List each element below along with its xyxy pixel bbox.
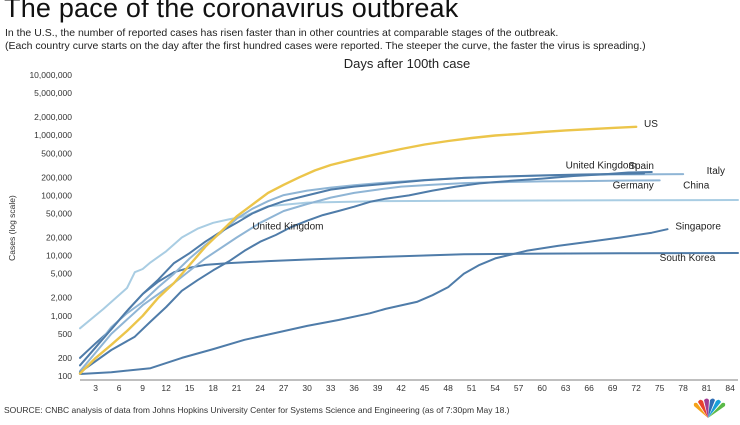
series-label-singapore: Singapore <box>675 222 721 233</box>
series-line-italy <box>79 173 685 367</box>
series-line-china <box>79 199 739 330</box>
series-label-china: China <box>683 181 710 192</box>
y-axis-title: Cases (log scale) <box>7 195 17 261</box>
x-tick-label: 84 <box>725 383 735 393</box>
series-label-italy: Italy <box>707 166 725 177</box>
y-tick-label: 5,000,000 <box>34 88 72 98</box>
x-tick-label: 72 <box>631 383 641 393</box>
y-tick-label: 100,000 <box>41 190 72 200</box>
series-label-germany: Germany <box>613 181 654 192</box>
x-tick-label: 60 <box>537 383 547 393</box>
series-label-us: US <box>644 119 658 130</box>
x-tick-label: 18 <box>208 383 218 393</box>
y-tick-label: 200,000 <box>41 172 72 182</box>
x-tick-label: 9 <box>140 383 145 393</box>
x-tick-label: 78 <box>678 383 688 393</box>
x-tick-label: 42 <box>396 383 406 393</box>
subtitle-line-1: In the U.S., the number of reported case… <box>5 27 559 39</box>
x-tick-label: 12 <box>161 383 171 393</box>
x-tick-label: 39 <box>373 383 383 393</box>
x-tick-label: 69 <box>608 383 618 393</box>
y-tick-label: 10,000,000 <box>29 70 72 80</box>
series-line-germany <box>79 179 661 373</box>
y-tick-label: 100 <box>58 371 72 381</box>
x-tick-label: 81 <box>702 383 712 393</box>
series-label-spain: Spain <box>628 161 654 172</box>
series-lines <box>78 125 739 375</box>
series-line-united-kingdom <box>79 171 653 374</box>
series-line-us <box>78 125 638 375</box>
page-title: The pace of the coronavirus outbreak <box>4 0 459 23</box>
x-tick-label: 45 <box>420 383 430 393</box>
series-label-united-kingdom: United Kingdom <box>566 160 637 171</box>
y-tick-label: 10,000 <box>46 251 72 261</box>
line-chart: Days after 100th case Cases (log scale) … <box>7 56 739 393</box>
x-tick-label: 57 <box>514 383 524 393</box>
x-tick-label: 75 <box>655 383 665 393</box>
x-tick-label: 54 <box>490 383 500 393</box>
series-label-south-korea: South Korea <box>660 253 716 264</box>
chart-title: Days after 100th case <box>344 56 470 71</box>
y-tick-label: 500 <box>58 329 72 339</box>
y-tick-label: 1,000 <box>51 311 73 321</box>
x-tick-label: 33 <box>326 383 336 393</box>
y-tick-label: 20,000 <box>46 232 72 242</box>
subtitle-line-2: (Each country curve starts on the day af… <box>5 40 646 52</box>
x-tick-label: 30 <box>302 383 312 393</box>
x-tick-label: 24 <box>255 383 265 393</box>
y-tick-labels: 100 200 500 1,000 2,000 5,000 10,000 20,000 50,0… <box>29 70 72 381</box>
x-tick-label: 51 <box>467 383 477 393</box>
series-label-united-kingdom: United Kingdom <box>252 222 323 233</box>
series-line-singapore <box>79 228 669 375</box>
y-tick-label: 2,000 <box>51 293 73 303</box>
y-tick-label: 5,000 <box>51 269 73 279</box>
x-tick-label: 6 <box>117 383 122 393</box>
y-tick-label: 200 <box>58 353 72 363</box>
x-tick-label: 3 <box>93 383 98 393</box>
y-tick-label: 50,000 <box>46 209 72 219</box>
x-tick-label: 48 <box>443 383 453 393</box>
source-note: SOURCE: CNBC analysis of data from Johns… <box>4 405 510 415</box>
x-tick-label: 36 <box>349 383 359 393</box>
x-tick-label: 27 <box>279 383 289 393</box>
x-tick-labels: 3 6 9 12 15 18 21 24 27 30 33 36 39 42 45 48 51 54 57 60 63 6… <box>93 383 735 393</box>
x-tick-label: 63 <box>561 383 571 393</box>
x-tick-label: 21 <box>232 383 242 393</box>
y-tick-label: 2,000,000 <box>34 112 72 122</box>
y-tick-label: 1,000,000 <box>34 130 72 140</box>
x-tick-label: 15 <box>185 383 195 393</box>
series-line-spain <box>79 172 645 367</box>
x-tick-label: 66 <box>584 383 594 393</box>
nbc-peacock-icon <box>688 398 728 425</box>
y-tick-label: 500,000 <box>41 148 72 158</box>
